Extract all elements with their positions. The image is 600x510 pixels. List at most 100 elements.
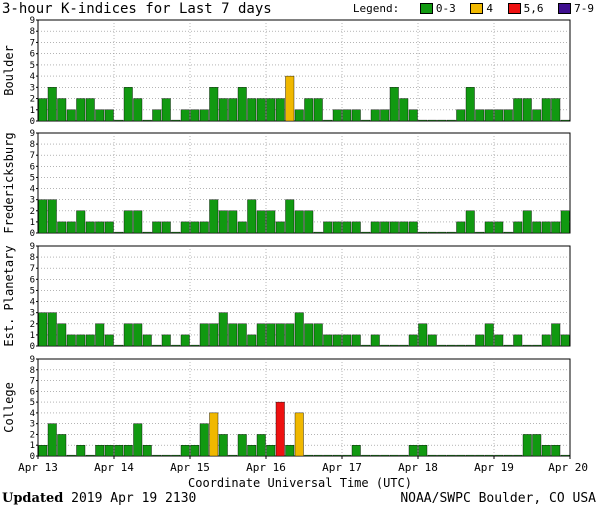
k-bar bbox=[266, 98, 276, 122]
k-bar bbox=[541, 98, 551, 122]
k-bar bbox=[513, 98, 523, 122]
updated-label: Updated bbox=[2, 491, 64, 506]
k-bar bbox=[123, 87, 133, 122]
panel-frame bbox=[37, 132, 571, 234]
k-bar bbox=[513, 454, 523, 457]
k-bar bbox=[218, 312, 228, 347]
k-bar bbox=[456, 221, 466, 234]
y-tick-label: 4 bbox=[30, 72, 35, 82]
k-bar bbox=[161, 454, 171, 457]
y-tick-label: 3 bbox=[30, 83, 35, 93]
k-bar bbox=[180, 221, 190, 234]
k-bar bbox=[475, 454, 485, 457]
y-tick-label: 0 bbox=[30, 452, 35, 462]
k-bar bbox=[190, 344, 200, 347]
k-bar bbox=[237, 87, 247, 122]
k-bar bbox=[389, 454, 399, 457]
y-tick-label: 9 bbox=[30, 129, 35, 139]
k-bar bbox=[142, 119, 152, 122]
k-bar bbox=[465, 454, 475, 457]
k-bar bbox=[57, 323, 67, 347]
k-bar bbox=[560, 119, 570, 122]
y-tick-label: 5 bbox=[30, 61, 35, 71]
k-bar bbox=[76, 98, 86, 122]
y-tick-label: 9 bbox=[30, 242, 35, 252]
k-bar bbox=[456, 454, 466, 457]
k-bar bbox=[266, 445, 276, 457]
k-bar bbox=[418, 231, 428, 234]
y-tick-label: 6 bbox=[30, 162, 35, 172]
k-bar bbox=[256, 210, 266, 234]
k-bar bbox=[418, 119, 428, 122]
y-tick-label: 5 bbox=[30, 173, 35, 183]
k-bar bbox=[228, 454, 238, 457]
y-tick-label: 8 bbox=[30, 253, 35, 263]
x-tick-label: Apr 16 bbox=[246, 461, 286, 474]
k-bar bbox=[351, 221, 361, 234]
k-bar bbox=[342, 109, 352, 122]
k-bar bbox=[560, 210, 570, 234]
k-bar bbox=[551, 98, 561, 122]
y-tick-label: 9 bbox=[30, 16, 35, 26]
k-bar bbox=[304, 323, 314, 347]
k-bar bbox=[85, 98, 95, 122]
k-bar bbox=[399, 221, 409, 234]
k-bar bbox=[237, 221, 247, 234]
legend-text-5-6: 5,6 bbox=[523, 2, 544, 15]
k-bar bbox=[294, 210, 304, 234]
k-bar bbox=[323, 454, 333, 457]
x-tick-label: Apr 20 bbox=[548, 461, 588, 474]
k-bar bbox=[199, 423, 209, 457]
y-tick-label: 7 bbox=[30, 377, 35, 387]
k-bar bbox=[370, 109, 380, 122]
legend-item-7-9: 7-9 bbox=[558, 2, 594, 16]
k-bar bbox=[266, 323, 276, 347]
y-tick-label: 5 bbox=[30, 286, 35, 296]
k-bar bbox=[551, 323, 561, 347]
k-bar bbox=[133, 98, 143, 122]
k-bar bbox=[247, 199, 257, 234]
k-bar bbox=[66, 454, 76, 457]
k-bar bbox=[190, 221, 200, 234]
k-bar bbox=[361, 454, 371, 457]
k-bar bbox=[237, 323, 247, 347]
k-bar bbox=[427, 231, 437, 234]
legend-text-0-3: 0-3 bbox=[435, 2, 456, 15]
k-bar bbox=[427, 334, 437, 347]
legend-text-4: 4 bbox=[486, 2, 493, 15]
k-bar bbox=[494, 221, 504, 234]
y-tick-label: 2 bbox=[30, 320, 35, 330]
k-bar bbox=[408, 109, 418, 122]
legend-item-4: 4 bbox=[470, 2, 493, 16]
k-bar bbox=[342, 221, 352, 234]
k-bar bbox=[256, 98, 266, 122]
k-bar bbox=[104, 221, 114, 234]
k-bar bbox=[142, 334, 152, 347]
k-bar bbox=[228, 98, 238, 122]
legend-swatch-5-6 bbox=[507, 3, 521, 14]
legend-swatch-0-3 bbox=[419, 3, 433, 14]
k-bar bbox=[484, 454, 494, 457]
k-bar bbox=[503, 231, 513, 234]
k-bar bbox=[209, 87, 219, 122]
k-bar bbox=[57, 98, 67, 122]
k-bar bbox=[351, 334, 361, 347]
k-bar bbox=[418, 323, 428, 347]
k-bar bbox=[351, 109, 361, 122]
k-bar bbox=[180, 109, 190, 122]
k-bar bbox=[313, 231, 323, 234]
k-bar bbox=[446, 454, 456, 457]
k-bar bbox=[522, 210, 532, 234]
k-bar bbox=[95, 323, 105, 347]
k-bar bbox=[104, 109, 114, 122]
k-bar bbox=[57, 434, 67, 457]
k-bar bbox=[142, 445, 152, 457]
k-bar bbox=[218, 98, 228, 122]
k-bar bbox=[294, 312, 304, 347]
k-bar bbox=[532, 109, 542, 122]
k-bar bbox=[66, 334, 76, 347]
k-bar bbox=[560, 454, 570, 457]
k-bar bbox=[152, 454, 162, 457]
k-bar bbox=[541, 334, 551, 347]
k-bar bbox=[57, 221, 67, 234]
